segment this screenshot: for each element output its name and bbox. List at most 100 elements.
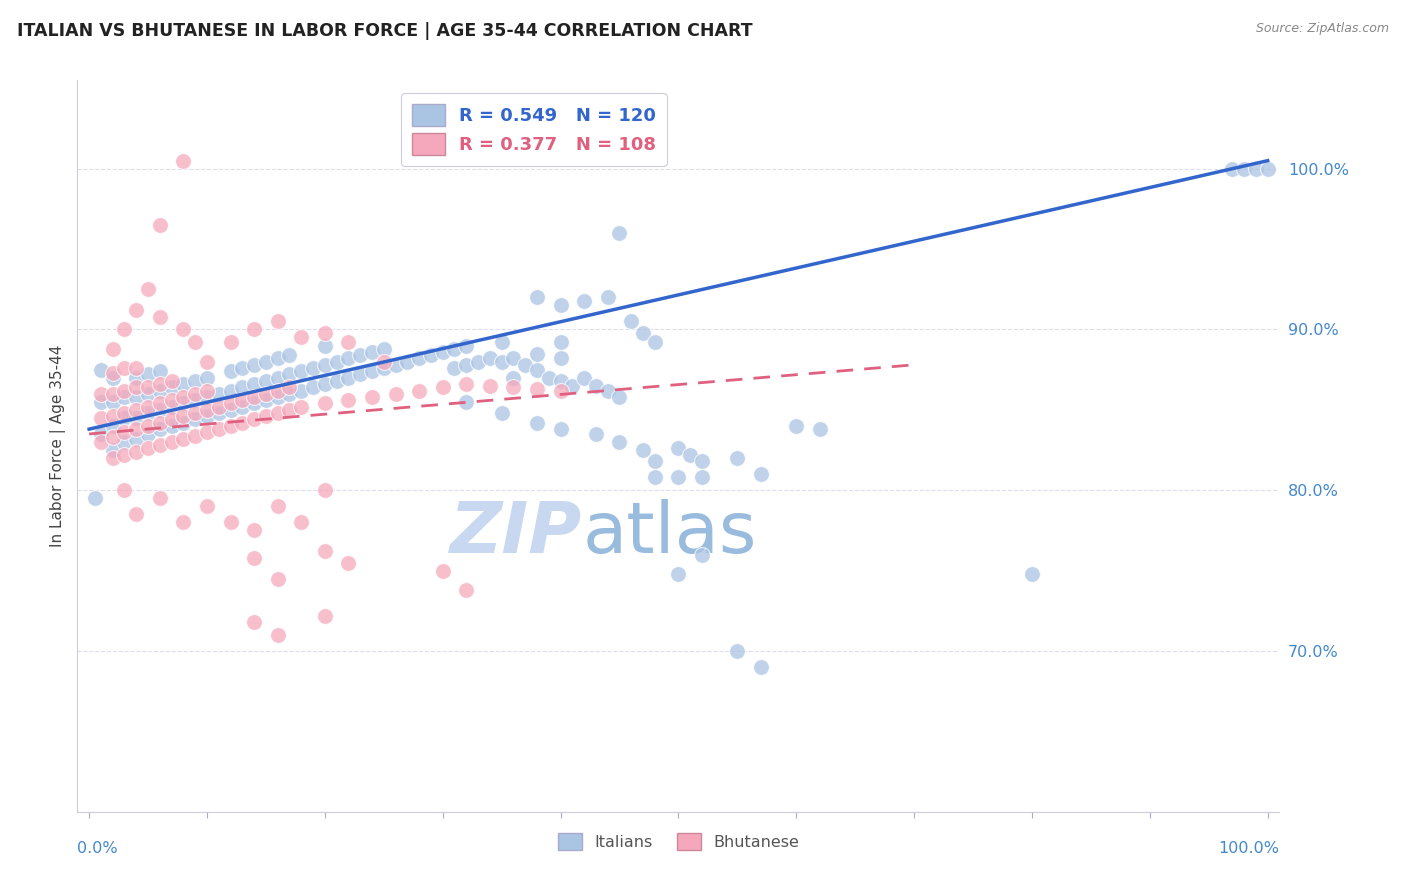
Point xyxy=(149,416,172,430)
Text: 0.0%: 0.0% xyxy=(77,840,118,855)
Point xyxy=(278,386,301,401)
Point xyxy=(432,564,454,578)
Point xyxy=(172,377,194,392)
Text: atlas: atlas xyxy=(582,500,756,568)
Point xyxy=(561,378,583,392)
Point xyxy=(243,358,266,372)
Point xyxy=(644,335,666,350)
Point xyxy=(419,348,441,362)
Point xyxy=(666,566,689,581)
Point xyxy=(208,406,231,420)
Point xyxy=(243,412,266,426)
Y-axis label: In Labor Force | Age 35-44: In Labor Force | Age 35-44 xyxy=(51,345,66,547)
Point xyxy=(195,500,218,514)
Point xyxy=(195,425,218,440)
Point xyxy=(609,226,631,240)
Point xyxy=(550,298,572,312)
Point xyxy=(149,218,172,232)
Point xyxy=(195,354,218,368)
Point xyxy=(114,483,136,498)
Point xyxy=(373,354,395,368)
Point xyxy=(609,434,631,449)
Point xyxy=(1244,161,1267,176)
Point xyxy=(219,384,242,398)
Point xyxy=(384,386,406,401)
Point xyxy=(136,442,159,456)
Text: ITALIAN VS BHUTANESE IN LABOR FORCE | AGE 35-44 CORRELATION CHART: ITALIAN VS BHUTANESE IN LABOR FORCE | AG… xyxy=(17,22,752,40)
Point xyxy=(314,483,336,498)
Point xyxy=(325,374,347,388)
Text: 100.0%: 100.0% xyxy=(1219,840,1279,855)
Point xyxy=(785,418,807,433)
Point xyxy=(184,386,207,401)
Point xyxy=(101,342,124,356)
Point xyxy=(314,338,336,352)
Point xyxy=(90,434,112,449)
Point xyxy=(373,342,395,356)
Point xyxy=(325,354,347,368)
Point xyxy=(136,426,159,441)
Point xyxy=(149,438,172,452)
Point xyxy=(172,416,194,430)
Point xyxy=(537,370,560,384)
Point xyxy=(114,384,136,398)
Point xyxy=(243,377,266,392)
Point xyxy=(101,370,124,384)
Point xyxy=(314,544,336,558)
Point xyxy=(302,380,325,394)
Point xyxy=(314,377,336,392)
Point xyxy=(243,524,266,538)
Point xyxy=(149,364,172,378)
Point xyxy=(125,422,148,436)
Point xyxy=(666,442,689,456)
Point xyxy=(456,358,478,372)
Point xyxy=(467,354,489,368)
Point xyxy=(114,434,136,449)
Point xyxy=(290,400,312,414)
Point xyxy=(114,406,136,420)
Point xyxy=(125,432,148,446)
Point xyxy=(231,361,253,376)
Point xyxy=(136,386,159,401)
Point xyxy=(136,282,159,296)
Point xyxy=(491,354,513,368)
Point xyxy=(172,153,194,168)
Point xyxy=(478,351,501,366)
Point xyxy=(172,516,194,530)
Point xyxy=(90,394,112,409)
Point xyxy=(172,396,194,410)
Point xyxy=(349,348,371,362)
Point xyxy=(373,361,395,376)
Point xyxy=(526,382,548,396)
Point xyxy=(231,400,253,414)
Point xyxy=(243,322,266,336)
Point xyxy=(90,386,112,401)
Point xyxy=(396,354,419,368)
Point xyxy=(149,310,172,324)
Point xyxy=(160,434,183,449)
Point xyxy=(267,390,290,404)
Point xyxy=(243,396,266,410)
Point xyxy=(596,290,619,304)
Point xyxy=(690,548,713,562)
Point xyxy=(125,410,148,425)
Point xyxy=(290,384,312,398)
Point xyxy=(114,448,136,462)
Point xyxy=(195,402,218,417)
Point xyxy=(84,491,107,506)
Point xyxy=(491,406,513,420)
Point xyxy=(231,416,253,430)
Point xyxy=(195,409,218,424)
Point xyxy=(267,384,290,398)
Point xyxy=(149,422,172,436)
Point xyxy=(125,370,148,384)
Point xyxy=(172,322,194,336)
Point xyxy=(125,444,148,458)
Point xyxy=(502,380,524,394)
Point xyxy=(184,374,207,388)
Point xyxy=(478,378,501,392)
Point xyxy=(361,345,384,359)
Point xyxy=(208,422,231,436)
Point xyxy=(1220,161,1243,176)
Point xyxy=(550,351,572,366)
